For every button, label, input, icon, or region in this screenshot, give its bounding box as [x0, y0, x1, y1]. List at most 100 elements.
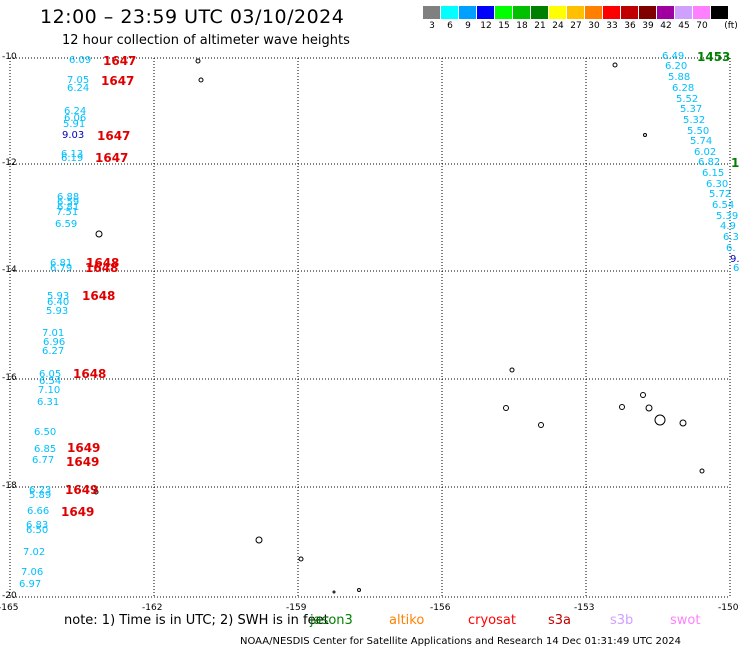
- latitude-label: -20: [2, 591, 17, 601]
- wave-height-value: 7.05: [67, 75, 90, 86]
- wave-height-value: 6.54: [712, 200, 735, 211]
- wave-height-value: 6.: [726, 243, 736, 254]
- colorbar-swatch: [657, 6, 674, 19]
- island-outline: [503, 405, 509, 411]
- pass-time-label: 1648: [82, 289, 116, 303]
- wave-height-value: 6.13: [61, 149, 84, 160]
- island-outline: [643, 133, 647, 137]
- wave-height-value: 6.20: [665, 61, 688, 72]
- colorbar-swatch: [513, 6, 530, 19]
- wave-height-value: 6.06: [64, 113, 87, 124]
- page-subtitle: 12 hour collection of altimeter wave hei…: [62, 33, 350, 48]
- page-title: 12:00 – 23:59 UTC 03/10/2024: [40, 6, 345, 28]
- colorbar-swatch: [585, 6, 602, 19]
- wave-height-value: 6.81: [50, 258, 73, 269]
- wave-height-value: 5.52: [676, 94, 699, 105]
- pass-time-label: 1649: [66, 455, 100, 469]
- island-outline: [654, 414, 666, 426]
- island-outline: [93, 489, 99, 495]
- wave-height-value: 4.9: [720, 221, 736, 232]
- wave-height-value: 6.23: [29, 485, 52, 496]
- wave-height-value: 5.88: [668, 72, 691, 83]
- colorbar-swatch: [441, 6, 458, 19]
- colorbar-label: 24: [552, 21, 564, 31]
- island-outline: [645, 404, 653, 412]
- satellite-legend-item: s3a: [548, 613, 572, 628]
- wave-height-value: 6.66: [27, 506, 50, 517]
- wave-height-value: 6.79: [50, 263, 73, 274]
- colorbar-label: 45: [678, 21, 690, 31]
- colorbar-swatch: [639, 6, 656, 19]
- latitude-label: -18: [2, 481, 17, 491]
- wave-height-value: 6.88: [57, 192, 80, 203]
- colorbar-label: 42: [660, 21, 672, 31]
- wave-height-value: 6.19: [61, 153, 84, 164]
- colorbar-label: 30: [588, 21, 600, 31]
- satellite-legend-item: swot: [670, 613, 701, 628]
- wave-height-value: 6.09: [69, 55, 92, 66]
- island-outline: [699, 468, 705, 474]
- wave-height-value: 6.3: [723, 232, 739, 243]
- wave-height-value: 6.05: [39, 369, 62, 380]
- colorbar-swatch: [477, 6, 494, 19]
- island-outline: [612, 62, 618, 68]
- latitude-label: -10: [2, 52, 17, 62]
- island-outline: [255, 536, 263, 544]
- wave-height-value: 6.02: [694, 147, 717, 158]
- colorbar-swatch: [531, 6, 548, 19]
- colorbar-swatch: [603, 6, 620, 19]
- wave-height-value: 6.82: [698, 157, 721, 168]
- wave-height-value: 9.: [730, 254, 740, 265]
- longitude-label: -159: [286, 603, 307, 613]
- island-outline: [298, 556, 304, 562]
- colorbar-label: 3: [429, 21, 435, 31]
- wave-height-value: 7.01: [42, 328, 65, 339]
- wave-height-value: 5.91: [63, 119, 86, 130]
- island-outline: [198, 77, 204, 83]
- colorbar-label: 18: [516, 21, 528, 31]
- colorbar-label: 15: [498, 21, 510, 31]
- colorbar-swatch: [693, 6, 710, 19]
- pass-time-label: 1649: [61, 505, 95, 519]
- pass-time-label: 1648: [85, 261, 119, 275]
- wave-height-value: 7.06: [21, 567, 44, 578]
- wave-height-value: 6.59: [55, 219, 78, 230]
- pass-time-label: 1647: [101, 74, 135, 88]
- wave-height-value: 5.39: [716, 211, 739, 222]
- wave-height-value: 6.24: [67, 83, 90, 94]
- island-outline: [640, 392, 646, 398]
- wave-height-value: 6.28: [672, 83, 695, 94]
- island-outline: [538, 422, 544, 428]
- footer-credit: NOAA/NESDIS Center for Satellite Applica…: [240, 636, 682, 647]
- wave-height-value: 5.89: [29, 490, 52, 501]
- wave-height-value: 7.10: [38, 385, 61, 396]
- colorbar-label: 12: [480, 21, 492, 31]
- pass-time-label: 1: [731, 156, 740, 170]
- wave-height-value: 6.31: [37, 397, 60, 408]
- colorbar-label: 9: [465, 21, 471, 31]
- colorbar-label: 27: [570, 21, 582, 31]
- pass-time-label: 1648: [73, 367, 107, 381]
- longitude-label: -162: [142, 603, 163, 613]
- colorbar-swatch: [423, 6, 440, 19]
- pass-time-label: 1648: [86, 256, 120, 270]
- colorbar-label: 33: [606, 21, 618, 31]
- colorbar-swatch: [675, 6, 692, 19]
- wave-height-value: 6.97: [19, 579, 42, 590]
- wave-height-value: 5.93: [47, 291, 70, 302]
- colorbar-swatch: [621, 6, 638, 19]
- wave-height-value: 9.03: [62, 130, 85, 141]
- wave-height-value: 6.85: [34, 444, 57, 455]
- latitude-label: -12: [2, 158, 17, 168]
- wave-height-value: 6.77: [32, 455, 55, 466]
- latitude-label: -14: [2, 265, 17, 275]
- island-outline: [357, 588, 361, 592]
- wave-height-value: 6.83: [26, 520, 49, 531]
- wave-height-value: 5.72: [709, 189, 732, 200]
- map-grid: [9, 57, 731, 598]
- wave-height-value: 6.30: [706, 179, 729, 190]
- satellite-legend-item: cryosat: [468, 613, 516, 628]
- wave-height-value: 5.93: [46, 306, 69, 317]
- wave-height-value: 6.59: [57, 197, 80, 208]
- colorbar-swatch: [567, 6, 584, 19]
